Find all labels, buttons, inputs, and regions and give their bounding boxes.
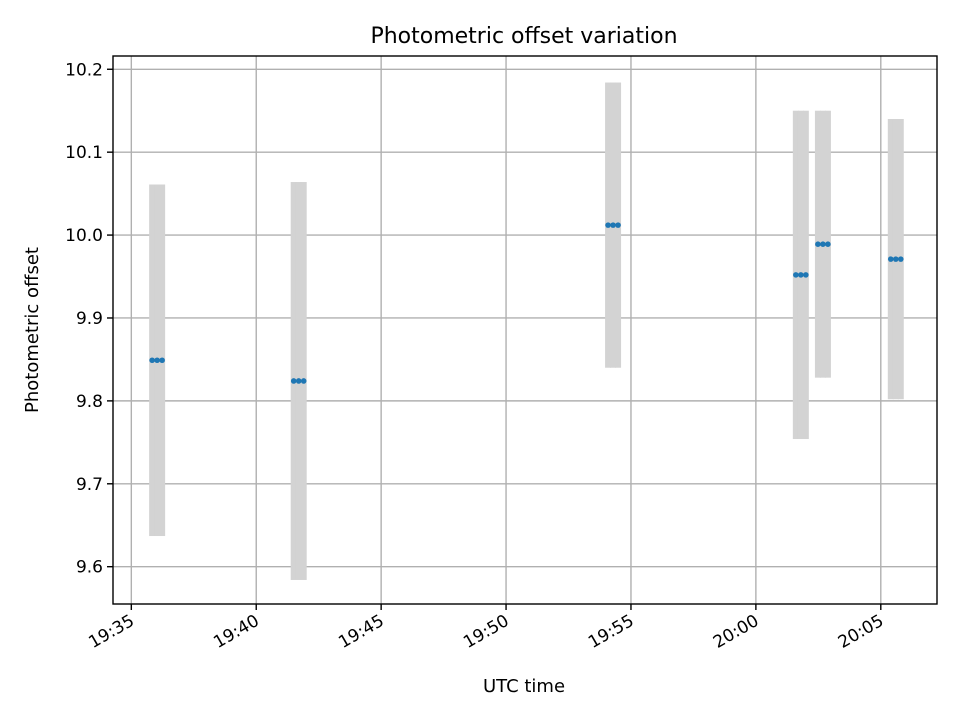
data-point <box>610 222 616 228</box>
y-tick-label: 9.8 <box>76 392 103 412</box>
data-point <box>295 378 302 384</box>
data-point <box>793 272 799 278</box>
data-point <box>605 222 611 228</box>
axis-ticks: 19:35 19:40 19:45 19:50 19:55 20:00 20:05 9.6 9.… <box>65 60 887 653</box>
chart-title: Photometric offset variation <box>370 24 677 49</box>
x-tick-label: 20:05 <box>835 611 887 653</box>
data-point <box>820 241 826 247</box>
data-point <box>815 241 821 247</box>
y-tick-label: 9.9 <box>76 309 103 329</box>
data-point <box>300 378 307 384</box>
data-point <box>892 256 899 262</box>
data-point <box>887 256 894 262</box>
x-axis-label: UTC time <box>483 676 565 697</box>
data-point <box>615 222 621 228</box>
y-tick-label: 10.0 <box>65 226 103 246</box>
y-tick-label: 9.6 <box>76 558 103 578</box>
data-point <box>825 241 831 247</box>
x-tick-label: 19:45 <box>335 611 387 653</box>
x-tick-label: 20:00 <box>710 611 762 653</box>
data-point <box>154 357 160 364</box>
y-tick-label: 10.1 <box>65 143 103 163</box>
data-point <box>803 272 809 278</box>
plot-frame <box>112 55 938 605</box>
x-tick-label: 19:50 <box>460 611 512 653</box>
data-point <box>798 272 804 278</box>
data-point <box>897 256 904 262</box>
y-tick-label: 9.7 <box>76 475 103 495</box>
y-tick-label: 10.2 <box>65 60 103 80</box>
x-tick-label: 19:55 <box>585 611 637 653</box>
data-points <box>149 222 904 384</box>
data-point <box>149 357 155 364</box>
x-tick-label: 19:40 <box>210 611 262 653</box>
y-axis-label: Photometric offset <box>22 247 43 413</box>
data-point <box>159 357 165 364</box>
error-bars <box>149 82 904 580</box>
x-tick-label: 19:35 <box>85 611 137 653</box>
grid-lines <box>113 56 937 604</box>
data-point <box>290 378 297 384</box>
